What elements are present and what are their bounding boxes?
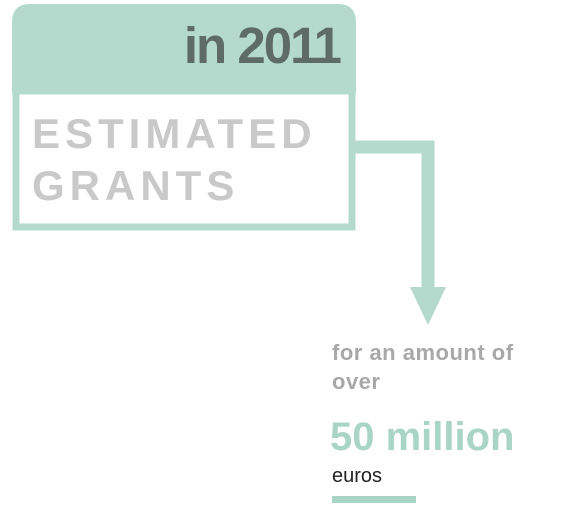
year-label: in 2011 [183,17,342,74]
amount-underline [332,496,416,503]
year-tab [12,4,356,93]
amount-value: 50 million [330,415,515,459]
title-line-estimated: ESTIMATED [32,110,317,157]
amount-unit: euros [332,465,383,487]
title-line-grants: GRANTS [32,162,240,209]
arrow-head [410,287,446,325]
amount-intro-text: for an amount of over [332,340,514,394]
connector-line [354,140,435,290]
title-box [12,87,356,231]
